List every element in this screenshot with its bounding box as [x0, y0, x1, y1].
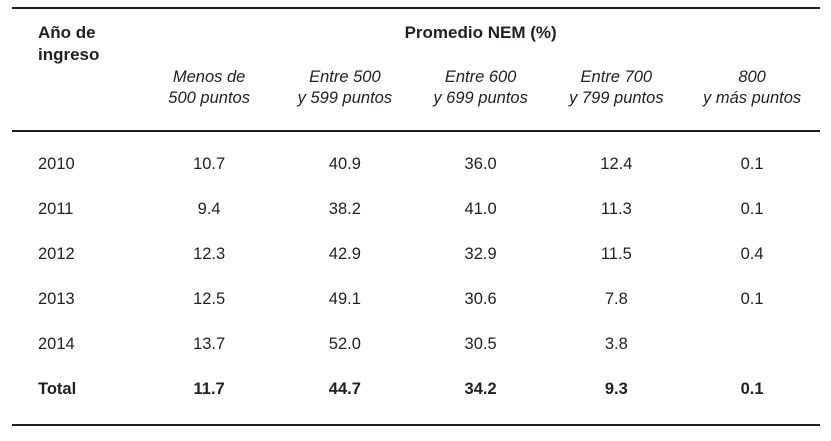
value-cell: 12.3 — [193, 245, 226, 263]
column-header: 800 y más puntos — [684, 63, 820, 132]
value-cell: 7.8 — [604, 290, 628, 308]
row-label-cell: 2014 — [38, 335, 75, 353]
value-cell: 30.6 — [464, 290, 497, 308]
column-header: Entre 600 y 699 puntos — [412, 63, 549, 132]
table-row: 2013 12.5 49.1 30.6 7.8 0.1 — [12, 277, 820, 322]
table-row: 2014 13.7 52.0 30.5 3.8 — [12, 322, 820, 367]
value-cell: 11.3 — [600, 200, 632, 218]
column-header: Entre 500 y 599 puntos — [277, 63, 413, 132]
value-cell: 0.1 — [740, 155, 764, 173]
value-cell: 34.2 — [464, 380, 497, 398]
nem-distribution-table: Año de ingreso Promedio NEM (%) Menos de… — [12, 7, 820, 426]
table-row: 2011 9.4 38.2 41.0 11.3 0.1 — [12, 187, 820, 232]
value-cell: 3.8 — [604, 335, 628, 353]
column-header-line2: y 699 puntos — [433, 89, 528, 107]
year-column-header-line1: Año de — [38, 23, 96, 42]
value-cell: 41.0 — [464, 200, 497, 218]
column-header-line1: Entre 500 — [309, 68, 381, 86]
value-cell: 52.0 — [328, 335, 361, 353]
row-label-cell: 2011 — [38, 200, 74, 218]
group-header: Promedio NEM (%) — [404, 23, 557, 42]
row-label-cell: Total — [38, 380, 77, 398]
value-cell: 11.5 — [600, 245, 632, 263]
row-label-cell: 2010 — [38, 155, 75, 173]
value-cell: 36.0 — [464, 155, 497, 173]
value-cell: 9.4 — [197, 200, 221, 218]
value-cell: 0.4 — [740, 245, 764, 263]
value-cell: 0.1 — [740, 290, 764, 308]
row-label-cell: 2013 — [38, 290, 75, 308]
group-header-row: Año de ingreso Promedio NEM (%) — [12, 9, 820, 132]
column-header-line2: y más puntos — [703, 89, 802, 107]
value-cell: 42.9 — [328, 245, 361, 263]
value-cell: 10.7 — [193, 155, 226, 173]
value-cell: 40.9 — [328, 155, 361, 173]
value-cell: 9.3 — [604, 380, 628, 398]
column-header-row: Menos de 500 puntos Entre 500 y 599 puntos E… — [12, 63, 820, 132]
value-cell: 0.1 — [740, 380, 764, 398]
value-cell: 30.5 — [464, 335, 497, 353]
value-cell: 32.9 — [464, 245, 497, 263]
value-cell: 49.1 — [328, 290, 361, 308]
column-header-line2: 500 puntos — [168, 89, 250, 107]
data-table: Año de ingreso Promedio NEM (%) Menos de… — [12, 9, 820, 412]
column-header-line1: Entre 600 — [444, 68, 517, 86]
column-header: Entre 700 y 799 puntos — [548, 63, 685, 132]
column-header: Menos de 500 puntos — [141, 63, 277, 132]
value-cell: 0.1 — [740, 200, 764, 218]
value-cell: 44.7 — [328, 380, 361, 398]
document-page: Año de ingreso Promedio NEM (%) Menos de… — [0, 7, 831, 441]
table-row: 2012 12.3 42.9 32.9 11.5 0.4 — [12, 232, 820, 277]
year-column-header: Año de ingreso — [12, 9, 142, 132]
year-column-header-line2: ingreso — [38, 45, 100, 64]
table-row: Total 11.7 44.7 34.2 9.3 0.1 — [12, 367, 820, 412]
column-header-line1: 800 — [738, 68, 766, 86]
column-header-line2: y 799 puntos — [569, 89, 664, 107]
table-row: 2010 10.7 40.9 36.0 12.4 0.1 — [12, 131, 820, 187]
column-header-line2: y 599 puntos — [297, 89, 393, 107]
value-cell: 11.7 — [193, 380, 225, 398]
column-header-line1: Entre 700 — [580, 68, 653, 86]
value-cell: 12.4 — [600, 155, 633, 173]
value-cell: 38.2 — [328, 200, 361, 218]
row-label-cell: 2012 — [38, 245, 75, 263]
value-cell: 12.5 — [193, 290, 226, 308]
column-header-line1: Menos de — [172, 68, 246, 86]
value-cell: 13.7 — [193, 335, 226, 353]
value-cell — [684, 322, 820, 367]
